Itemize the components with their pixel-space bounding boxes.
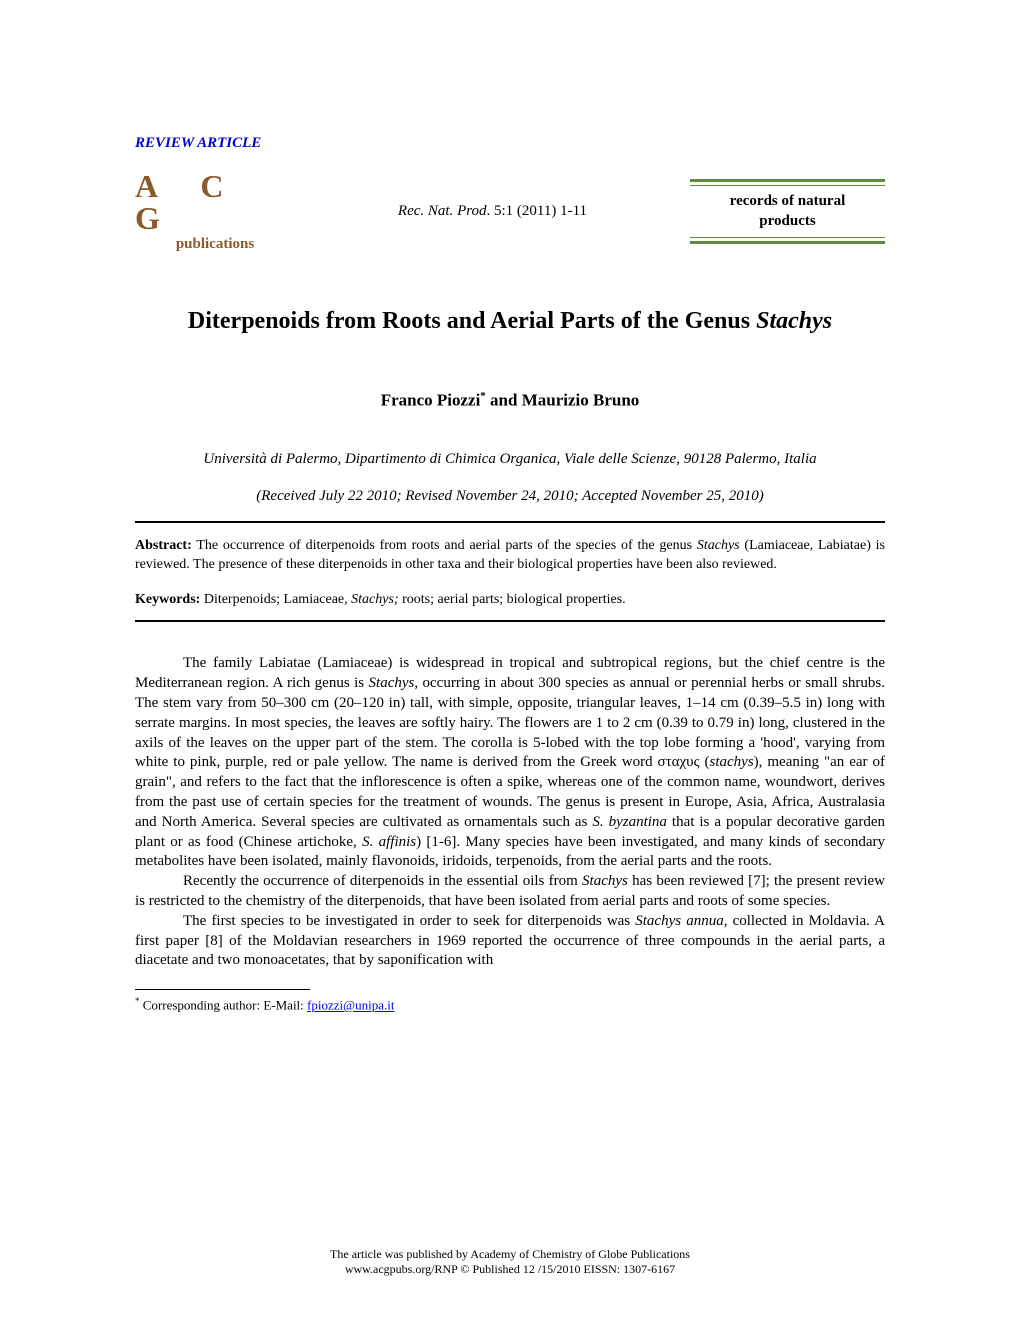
citation: Rec. Nat. Prod. 5:1 (2011) 1-11 xyxy=(398,203,587,220)
author-join: and xyxy=(486,391,522,410)
p2-i1: Stachys xyxy=(582,873,628,889)
paragraph-3: The first species to be investigated in … xyxy=(135,912,885,971)
footnote-rule xyxy=(135,989,310,990)
paper-title: Diterpenoids from Roots and Aerial Parts… xyxy=(135,308,885,335)
journal-rule-top xyxy=(690,179,885,186)
article-type-label: REVIEW ARTICLE xyxy=(135,135,885,152)
abstract-text-1: The occurrence of diterpenoids from root… xyxy=(192,538,697,553)
header-row: A C G publications Rec. Nat. Prod. 5:1 (… xyxy=(135,170,885,253)
citation-vol: . 5:1 (2011) 1-11 xyxy=(487,203,588,219)
affiliation: Università di Palermo, Dipartimento di C… xyxy=(135,451,885,468)
p1-i3: S. byzantina xyxy=(592,814,667,830)
author-1: Franco Piozzi xyxy=(381,391,481,410)
citation-journal: Rec. Nat. Prod xyxy=(398,203,487,219)
keywords-text-1: Diterpenoids; Lamiaceae xyxy=(200,592,344,607)
p1-i1: Stachys xyxy=(369,675,415,691)
title-genus: Stachys xyxy=(756,308,832,334)
journal-name-l1: records of natural xyxy=(730,193,846,209)
p1-i4: S. affinis xyxy=(362,834,416,850)
authors: Franco Piozzi* and Maurizio Bruno xyxy=(135,390,885,411)
author-2: Maurizio Bruno xyxy=(522,391,640,410)
footnote-email-link[interactable]: fpiozzi@unipa.it xyxy=(307,998,394,1013)
footnote: * Corresponding author: E-Mail: fpiozzi@… xyxy=(135,996,885,1013)
acg-logo-top: A C G xyxy=(135,170,295,234)
abstract: Abstract: The occurrence of diterpenoids… xyxy=(135,537,885,575)
p3-i1: Stachys annua xyxy=(635,913,723,929)
paragraph-2: Recently the occurrence of diterpenoids … xyxy=(135,872,885,912)
journal-name: records of natural products xyxy=(690,190,885,233)
body-text: The family Labiatae (Lamiaceae) is wides… xyxy=(135,654,885,971)
paragraph-1: The family Labiatae (Lamiaceae) is wides… xyxy=(135,654,885,872)
abstract-genus: Stachys xyxy=(697,538,740,553)
keywords-text-2: roots; aerial parts; biological properti… xyxy=(399,592,626,607)
keywords: Keywords: Diterpenoids; Lamiaceae, Stach… xyxy=(135,592,885,608)
journal-name-l2: products xyxy=(759,213,815,229)
footer: The article was published by Academy of … xyxy=(0,1247,1020,1278)
footer-line-1: The article was published by Academy of … xyxy=(330,1247,690,1261)
journal-rule-bottom xyxy=(690,237,885,244)
acg-logo: A C G publications xyxy=(135,170,295,253)
abstract-rule-top xyxy=(135,521,885,523)
footnote-label: Corresponding author: E-Mail: xyxy=(140,998,308,1013)
abstract-rule-bottom xyxy=(135,620,885,622)
title-main: Diterpenoids from Roots and Aerial Parts… xyxy=(188,308,756,334)
p3-t1: The first species to be investigated in … xyxy=(183,913,635,929)
keywords-label: Keywords: xyxy=(135,592,200,607)
dates: (Received July 22 2010; Revised November… xyxy=(135,488,885,505)
p1-i2: stachys xyxy=(710,754,754,770)
footer-line-2: www.acgpubs.org/RNP © Published 12 /15/2… xyxy=(345,1262,675,1276)
journal-box: records of natural products xyxy=(690,179,885,244)
abstract-label: Abstract: xyxy=(135,538,192,553)
p2-t1: Recently the occurrence of diterpenoids … xyxy=(183,873,582,889)
acg-logo-bottom: publications xyxy=(176,236,254,253)
keywords-italic: , Stachys; xyxy=(344,592,398,607)
